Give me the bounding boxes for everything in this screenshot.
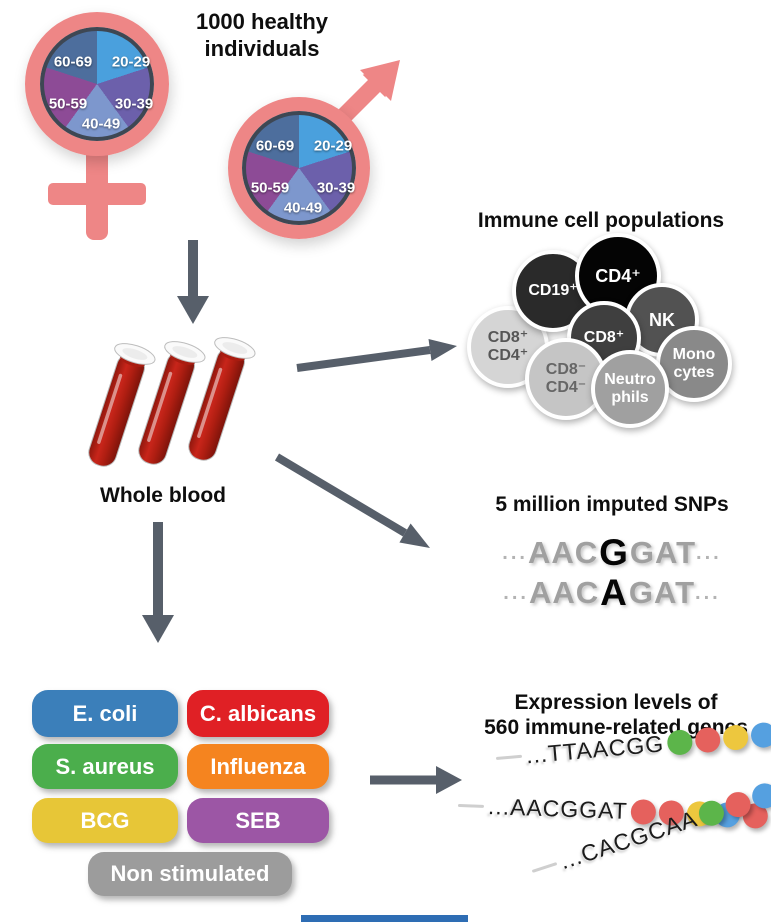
cell-label: CD8⁻ (545, 361, 587, 378)
cohort-title: 1000 healthy individuals (152, 8, 372, 62)
arrow-stimuli-to-expression-icon (370, 766, 462, 794)
male-pie-label-30-39: 30-39 (316, 179, 356, 197)
stimulus-pill-saureus: S. aureus (32, 744, 178, 789)
immune-cell-cluster: CD8⁺ CD4⁺ CD19⁺ CD4⁺ NK CD8⁺ Mono cytes … (465, 233, 770, 448)
snp-sequence-row: ... AAC A GAT... (482, 572, 742, 613)
arrow-down-cohort-to-blood-icon (177, 240, 209, 324)
strand-sequence: ...AACGGAT (487, 792, 629, 824)
male-pie-label-20-29: 20-29 (313, 137, 353, 155)
cell-label: CD4⁺ (487, 347, 529, 364)
snp-bases: AAC (528, 575, 600, 610)
strand-line (495, 754, 523, 760)
expression-title-line1: Expression levels of (514, 691, 718, 714)
stimulus-label: S. aureus (55, 753, 155, 779)
female-pie-label-40-49: 40-49 (81, 115, 121, 133)
male-symbol-arrow (335, 60, 400, 125)
cell-label: phils (611, 389, 649, 406)
stimulus-label: Influenza (210, 753, 306, 779)
stimulus-pill-influenza: Influenza (187, 744, 329, 789)
stimulus-label: C. albicans (199, 700, 317, 726)
snp-variant-base: A (600, 572, 628, 613)
stimulus-label: BCG (80, 807, 130, 833)
snp-ellipsis: ... (503, 581, 529, 604)
immune-cells-title: Immune cell populations (477, 209, 725, 232)
strand-line (457, 803, 485, 808)
expression-dot (665, 728, 693, 756)
snp-ellipsis: ... (695, 581, 721, 604)
snp-ellipsis: ... (696, 541, 722, 564)
expression-dot (748, 779, 771, 812)
snp-sequence-row: ... AAC G GAT... (482, 532, 742, 573)
cell-label: CD8⁺ (487, 329, 529, 346)
snp-variant-base: G (599, 532, 629, 573)
expression-dot (749, 721, 771, 749)
stimulus-pill-calbicans: C. albicans (187, 690, 329, 737)
female-pie-label-60-69: 60-69 (53, 53, 93, 71)
stimulus-pill-ecoli: E. coli (32, 690, 178, 737)
stimulus-pill-seb: SEB (187, 798, 329, 843)
female-symbol-crossbar (48, 183, 146, 205)
cell-label: CD4⁻ (545, 379, 587, 396)
arrow-blood-to-cells-icon (296, 339, 457, 372)
female-pie-label-20-29: 20-29 (111, 53, 151, 71)
male-age-pie-chart: 20-29 30-39 40-49 50-59 60-69 (242, 111, 356, 225)
cell-label: cytes (673, 364, 715, 381)
cohort-title-line1: 1000 healthy (195, 9, 329, 34)
female-age-pie-chart: 20-29 30-39 40-49 50-59 60-69 (40, 27, 154, 141)
stimulus-label: Non stimulated (110, 861, 270, 886)
snp-bases: AAC (527, 535, 599, 570)
expression-dot (721, 723, 749, 751)
female-pie-label-30-39: 30-39 (114, 95, 154, 113)
snp-bases: GAT (629, 535, 697, 570)
stimulus-label: E. coli (72, 700, 138, 726)
cell-circle-neutrophils: Neutro phils (591, 350, 669, 428)
male-pie-label-60-69: 60-69 (255, 137, 295, 155)
male-pie-label-50-59: 50-59 (250, 179, 290, 197)
whole-blood-label: Whole blood (100, 484, 226, 507)
expression-dot (722, 788, 754, 820)
snp-ellipsis: ... (502, 541, 528, 564)
bottom-blue-bar (301, 915, 468, 922)
blood-tubes-icon (88, 337, 256, 467)
snp-sequences: ... AAC G GAT... ... AAC A GAT... (482, 532, 742, 613)
strand-line (531, 861, 558, 873)
arrow-blood-to-snps-icon (274, 453, 430, 548)
snps-title: 5 million imputed SNPs (495, 493, 729, 516)
snp-bases: GAT (628, 575, 696, 610)
arrow-down-blood-to-stimuli-icon (142, 522, 174, 643)
stimulus-pill-nonstimulated: Non stimulated (88, 852, 292, 896)
stimulus-pill-bcg: BCG (32, 798, 178, 843)
cohort-title-line2: individuals (204, 36, 320, 61)
cell-label: CD19⁺ (528, 282, 578, 299)
expression-dot (693, 725, 721, 754)
male-pie-label-40-49: 40-49 (283, 199, 323, 217)
cell-label: CD4⁺ (595, 266, 641, 286)
expression-dot (695, 797, 727, 829)
female-pie-label-50-59: 50-59 (48, 95, 88, 113)
cell-label: NK (649, 310, 675, 330)
cell-label: Mono (672, 346, 716, 363)
stimulus-label: SEB (235, 807, 281, 833)
cell-label: Neutro (604, 371, 656, 388)
cell-label: CD8⁺ (583, 329, 625, 346)
